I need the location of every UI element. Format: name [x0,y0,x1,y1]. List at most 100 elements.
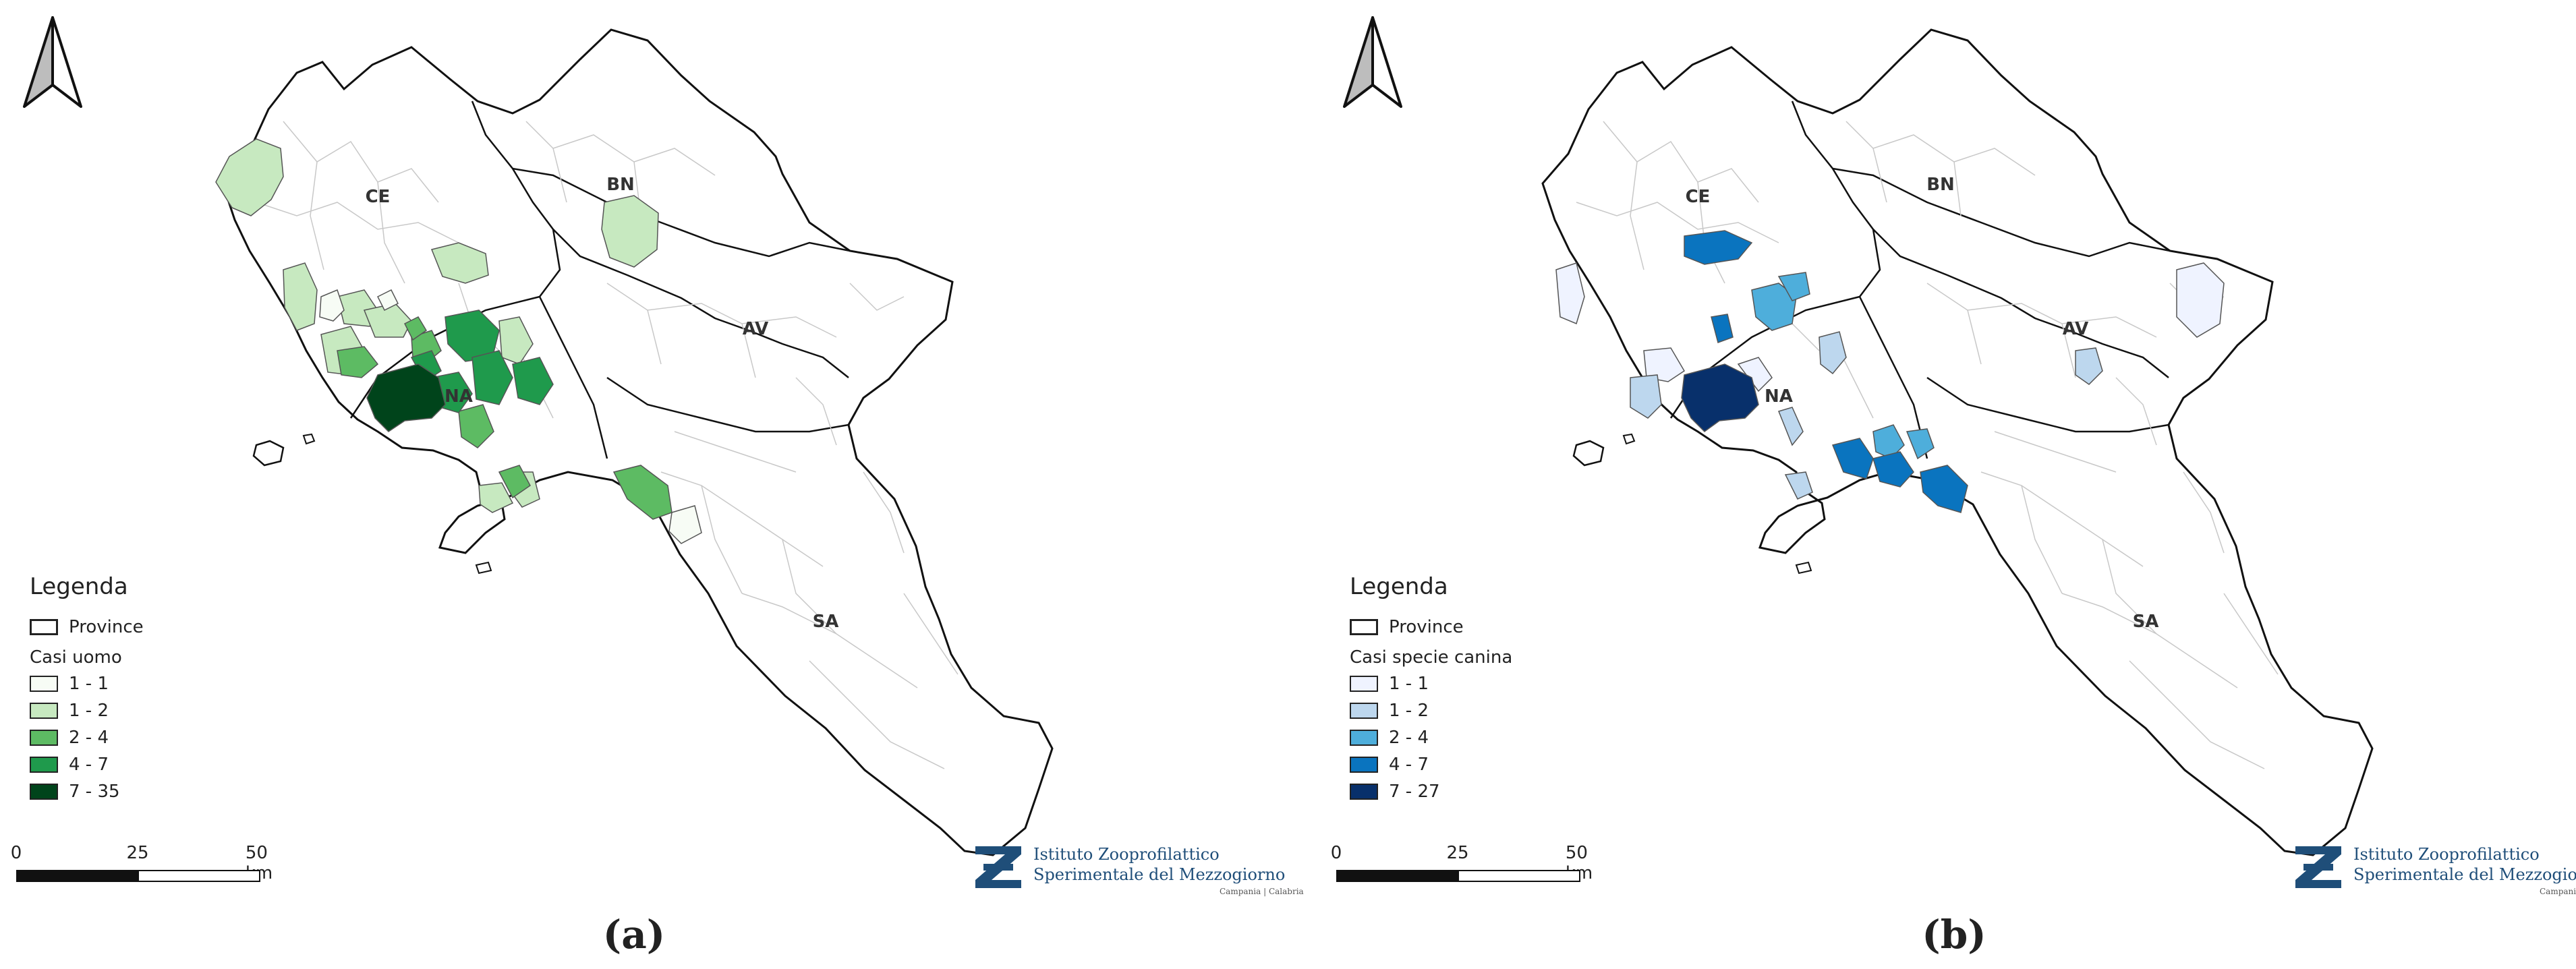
area-class-1-1 [376,289,399,312]
map-panel-b: CE BN NA AV SA Legenda Province Casi spe… [1320,0,2576,969]
legend-swatch [1350,730,1378,746]
province-label-sa: SA [813,612,839,632]
capri-island [1795,561,1812,575]
area-class-1-1 [1643,347,1686,382]
region-outline [221,28,1054,856]
area-class-1-2 [601,195,659,268]
institute-logo-b: Istituto Zooprofilattico Sperimentale de… [2291,840,2576,900]
legend-swatch [30,676,58,692]
legend-class-row: 1 - 1 [30,670,313,697]
legend-class-row: 4 - 7 [30,751,313,778]
panel-caption-b: (b) [1922,912,1986,958]
logo-line-3: Campania | Calabria [2540,887,2576,896]
legend-swatch [1350,619,1378,635]
area-class-1-2 [1777,407,1804,446]
area-class-4-7 [1920,465,1968,513]
legend-class-row: 2 - 4 [1350,724,1633,751]
legend-title: Legenda [30,573,128,600]
logo-line-1: Istituto Zooprofilattico [1033,845,1220,864]
legend-class-row: 7 - 35 [30,778,313,805]
north-arrow-icon [1343,16,1402,108]
area-class-4-7 [1711,314,1734,343]
logo-line-1: Istituto Zooprofilattico [2353,845,2540,864]
legend-swatch [1350,757,1378,773]
scale-label-25: 25 [126,843,149,863]
iz-logo-icon [975,846,1021,888]
legend-class-row: 7 - 27 [1350,778,1633,805]
institute-logo-a: Istituto Zooprofilattico Sperimentale de… [971,840,1304,900]
procida-island [302,433,316,445]
legend-label: 7 - 27 [1389,782,1440,802]
legend-province-row: Province [1350,614,1633,641]
choropleth-areas-b [1555,230,2225,513]
legend-swatch [30,730,58,746]
area-class-4-7 [471,350,513,405]
legend-label: 4 - 7 [1389,755,1429,775]
province-border [1926,376,2169,433]
area-class-1-2 [1630,374,1662,419]
ischia-island [252,440,285,467]
map-legend-b: Legenda Province Casi specie canina 1 - … [1350,573,1633,805]
legend-label: Province [1389,617,1464,637]
logo-line-3: Campania | Calabria [1220,887,1304,896]
legend-label: 1 - 2 [1389,701,1429,721]
province-border [606,376,849,433]
province-label-na: NA [1765,386,1793,407]
province-label-av: AV [743,319,768,339]
area-class-1-2 [215,138,284,216]
campania-map-a: CE BN NA AV SA [215,28,1054,856]
campania-map-b: CE BN NA AV SA [1541,28,2374,856]
legend-label: 1 - 1 [1389,674,1429,694]
area-class-1-2 [283,262,318,331]
legend-label: 7 - 35 [69,782,120,802]
area-class-4-7 [1831,438,1874,479]
province-label-na: NA [445,386,473,407]
legend-class-row: 1 - 2 [30,697,313,724]
legend-swatch [1350,784,1378,800]
scale-label-0: 0 [1330,843,1342,863]
legend-label: 2 - 4 [69,728,109,748]
province-label-bn: BN [1926,175,1955,195]
area-class-2-4 [1872,424,1905,459]
legend-label: 1 - 2 [69,701,109,721]
province-label-bn: BN [606,175,635,195]
logo-line-2: Sperimentale del Mezzogiorno [1033,865,1286,884]
province-label-sa: SA [2133,612,2159,632]
area-class-1-2 [498,316,534,365]
province-label-ce: CE [366,187,391,207]
legend-class-row: 4 - 7 [1350,751,1633,778]
scale-segment-white [1458,870,1580,882]
scale-bar-a: 0 25 50 km [11,843,273,883]
province-border [512,167,851,258]
legend-classes-title: Casi specie canina [1350,647,1513,668]
north-arrow-icon [23,16,82,108]
logo-line-2: Sperimentale del Mezzogiorno [2353,865,2576,884]
area-class-7-35 [366,363,446,432]
legend-swatch [30,619,58,635]
scale-segment-white [138,870,260,882]
ischia-island [1572,440,1605,467]
municipality-borders [1576,121,2279,769]
area-class-1-2 [1784,471,1813,500]
area-class-4-7 [512,357,554,405]
area-class-1-2 [478,482,514,513]
area-class-7-27 [1681,363,1759,432]
area-class-2-4 [1906,428,1935,460]
legend-class-row: 1 - 1 [1350,670,1633,697]
area-class-4-7 [1684,230,1753,265]
scale-bar-b: 0 25 50 km [1330,843,1593,883]
legend-label: 2 - 4 [1389,728,1429,748]
legend-swatch [30,703,58,719]
legend-classes-title: Casi uomo [30,647,122,668]
area-class-1-1 [319,289,345,322]
scale-segment-black [16,870,139,882]
area-class-1-2 [430,242,489,284]
procida-island [1622,433,1636,445]
area-class-4-7 [1872,451,1914,488]
area-class-1-1 [1555,262,1585,325]
area-class-1-1 [668,505,702,544]
map-panel-a: CE BN NA AV SA Legenda Province Casi uom… [11,16,1304,958]
iz-logo-icon [2295,846,2341,888]
area-class-2-4 [1777,272,1810,301]
legend-label: Province [69,617,144,637]
